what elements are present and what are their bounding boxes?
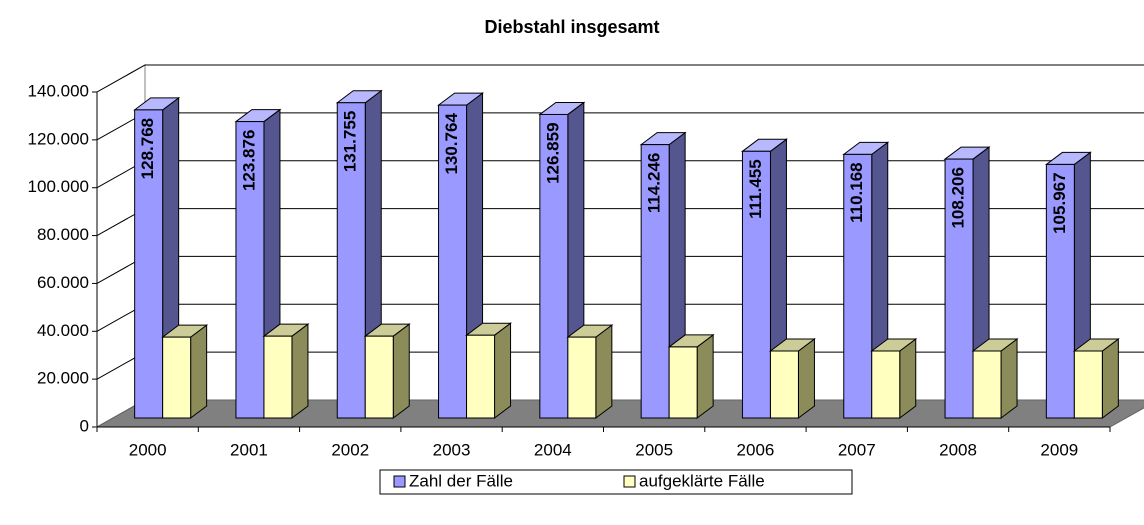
data-label: 108.206 xyxy=(949,167,968,228)
bar xyxy=(769,350,799,419)
x-tick-label: 2003 xyxy=(433,440,471,459)
bar xyxy=(134,109,164,419)
y-tick-label: 60.000 xyxy=(37,273,89,292)
x-tick-label: 2005 xyxy=(635,440,673,459)
x-tick-label: 2002 xyxy=(331,440,369,459)
data-label: 128.768 xyxy=(138,118,157,179)
bar-side xyxy=(1000,338,1018,419)
legend-label: aufgeklärte Fälle xyxy=(639,471,765,490)
chart-title: Diebstahl insgesamt xyxy=(484,17,659,37)
y-tick-label: 40.000 xyxy=(37,321,89,340)
bar xyxy=(336,102,366,419)
legend xyxy=(379,469,853,495)
x-tick-label: 2000 xyxy=(129,440,167,459)
bar xyxy=(871,350,901,419)
bar xyxy=(364,335,394,419)
x-tick-label: 2004 xyxy=(534,440,572,459)
bar xyxy=(263,335,293,419)
legend-swatch xyxy=(393,475,406,488)
data-label: 110.168 xyxy=(847,162,866,223)
bar-side xyxy=(190,324,208,419)
bar-side xyxy=(291,323,309,419)
bar xyxy=(944,158,974,419)
x-tick-label: 2009 xyxy=(1040,440,1078,459)
bar xyxy=(668,346,698,419)
bar xyxy=(1073,350,1103,419)
x-tick-label: 2007 xyxy=(838,440,876,459)
bar xyxy=(843,153,873,419)
bar xyxy=(567,336,597,419)
bar-side xyxy=(392,323,410,419)
data-label: 114.246 xyxy=(645,153,664,214)
bar-side xyxy=(899,338,917,419)
bar-side xyxy=(1101,338,1119,419)
y-tick-label: 80.000 xyxy=(37,225,89,244)
data-label: 126.859 xyxy=(543,122,562,183)
y-tick-label: 0 xyxy=(80,416,89,435)
bar xyxy=(1045,163,1075,419)
bar xyxy=(972,350,1002,419)
bar xyxy=(539,113,569,419)
bar xyxy=(235,121,265,419)
x-tick-label: 2008 xyxy=(939,440,977,459)
bar-side xyxy=(494,322,512,419)
y-tick-label: 140.000 xyxy=(28,81,89,100)
y-tick-label: 100.000 xyxy=(28,177,89,196)
bar-side xyxy=(595,324,613,419)
x-tick-label: 2001 xyxy=(230,440,268,459)
data-label: 123.876 xyxy=(239,130,258,191)
data-label: 105.967 xyxy=(1050,172,1069,233)
data-label: 131.755 xyxy=(341,111,360,172)
grid-line xyxy=(96,64,1144,93)
bar xyxy=(640,144,670,419)
bar-side xyxy=(696,333,714,419)
bar-side xyxy=(797,338,815,419)
data-label: 111.455 xyxy=(746,159,765,219)
bar xyxy=(741,150,771,419)
x-tick-label: 2006 xyxy=(737,440,775,459)
y-tick-label: 120.000 xyxy=(28,129,89,148)
legend-swatch xyxy=(623,475,636,488)
legend-label: Zahl der Fälle xyxy=(409,471,513,490)
bar xyxy=(466,334,496,419)
y-tick-label: 20.000 xyxy=(37,369,89,388)
data-label: 130.764 xyxy=(442,113,461,175)
bar xyxy=(438,104,468,419)
bar xyxy=(162,336,192,419)
